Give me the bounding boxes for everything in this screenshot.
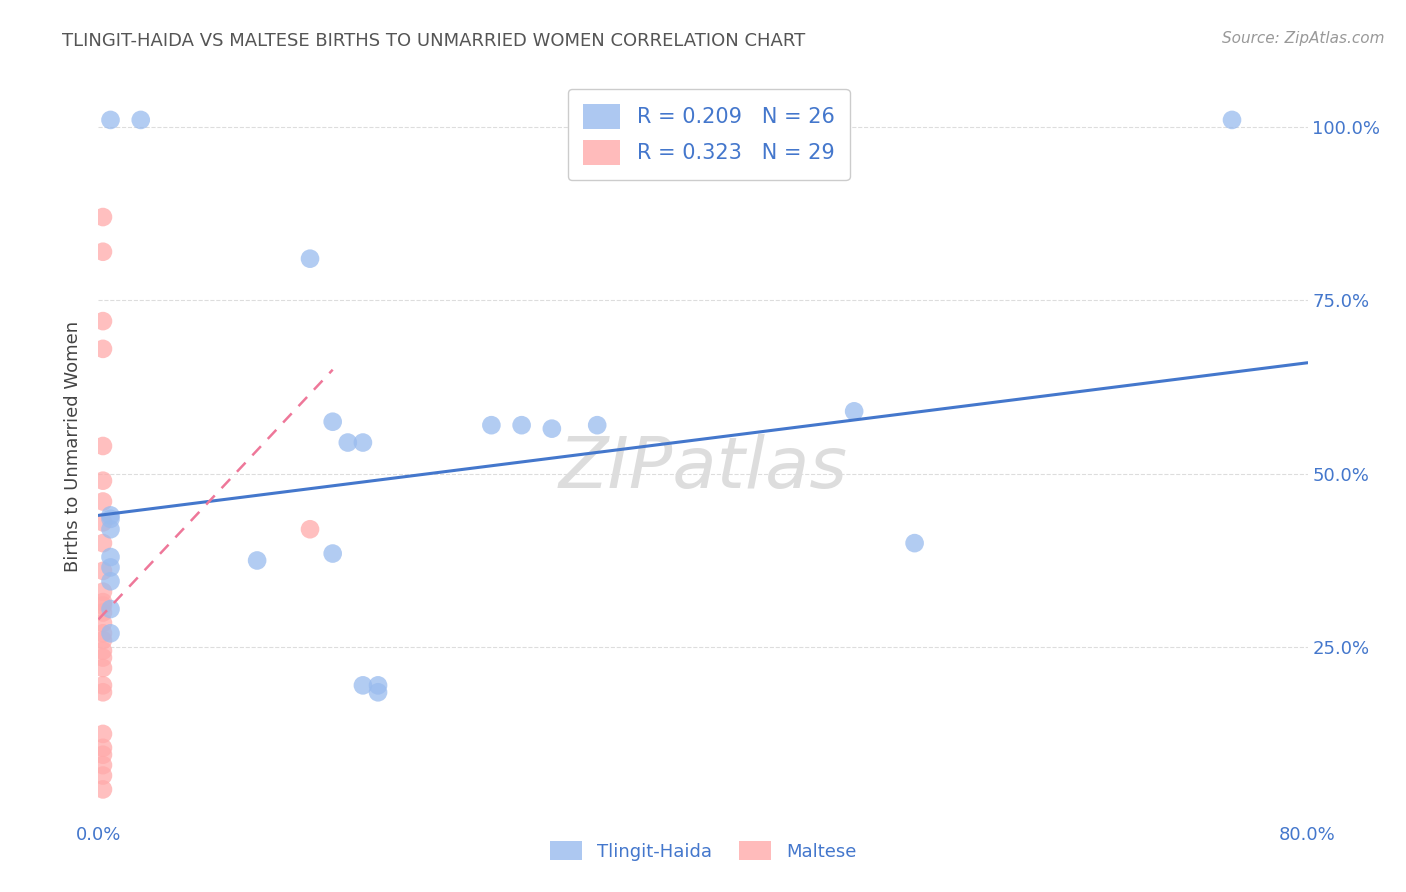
Maltese: [91, 244, 114, 259]
Maltese: [91, 740, 114, 755]
Tlingit-Haida: [246, 553, 269, 567]
Tlingit-Haida: [100, 112, 122, 127]
Maltese: [91, 439, 114, 453]
Tlingit-Haida: [352, 435, 374, 450]
Maltese: [91, 564, 114, 578]
Tlingit-Haida: [367, 685, 389, 699]
Maltese: [91, 685, 114, 699]
Tlingit-Haida: [100, 602, 122, 616]
Text: ZIPatlas: ZIPatlas: [558, 434, 848, 503]
Tlingit-Haida: [367, 678, 389, 692]
Maltese: [91, 342, 114, 356]
Tlingit-Haida: [336, 435, 359, 450]
Maltese: [91, 650, 114, 665]
Maltese: [91, 661, 114, 675]
Tlingit-Haida: [299, 252, 322, 266]
Tlingit-Haida: [481, 418, 503, 433]
Maltese: [91, 595, 114, 609]
Tlingit-Haida: [1220, 112, 1243, 127]
Tlingit-Haida: [100, 626, 122, 640]
Maltese: [91, 727, 114, 741]
Tlingit-Haida: [844, 404, 866, 418]
Y-axis label: Births to Unmarried Women: Births to Unmarried Women: [65, 320, 83, 572]
Text: TLINGIT-HAIDA VS MALTESE BIRTHS TO UNMARRIED WOMEN CORRELATION CHART: TLINGIT-HAIDA VS MALTESE BIRTHS TO UNMAR…: [62, 32, 806, 50]
Maltese: [91, 474, 114, 488]
Maltese: [91, 584, 114, 599]
Tlingit-Haida: [904, 536, 927, 550]
Tlingit-Haida: [100, 508, 122, 523]
Maltese: [91, 494, 114, 508]
Maltese: [91, 314, 114, 328]
Maltese: [91, 633, 114, 648]
Tlingit-Haida: [100, 560, 122, 574]
Tlingit-Haida: [322, 415, 344, 429]
Maltese: [91, 782, 114, 797]
Maltese: [91, 210, 114, 224]
Maltese: [91, 678, 114, 692]
Tlingit-Haida: [100, 512, 122, 526]
Tlingit-Haida: [100, 522, 122, 536]
Maltese: [299, 522, 322, 536]
Maltese: [91, 606, 114, 620]
Maltese: [91, 643, 114, 657]
Maltese: [91, 536, 114, 550]
Tlingit-Haida: [510, 418, 533, 433]
Maltese: [91, 599, 114, 613]
Tlingit-Haida: [352, 678, 374, 692]
Legend: Tlingit-Haida, Maltese: Tlingit-Haida, Maltese: [543, 833, 863, 868]
Maltese: [91, 626, 114, 640]
Tlingit-Haida: [322, 547, 344, 561]
Maltese: [91, 758, 114, 772]
Tlingit-Haida: [129, 112, 152, 127]
Text: Source: ZipAtlas.com: Source: ZipAtlas.com: [1222, 31, 1385, 46]
Maltese: [91, 768, 114, 782]
Tlingit-Haida: [100, 574, 122, 589]
Tlingit-Haida: [586, 418, 609, 433]
Tlingit-Haida: [100, 549, 122, 564]
Maltese: [91, 615, 114, 630]
Maltese: [91, 516, 114, 530]
Maltese: [91, 747, 114, 762]
Tlingit-Haida: [540, 422, 562, 436]
